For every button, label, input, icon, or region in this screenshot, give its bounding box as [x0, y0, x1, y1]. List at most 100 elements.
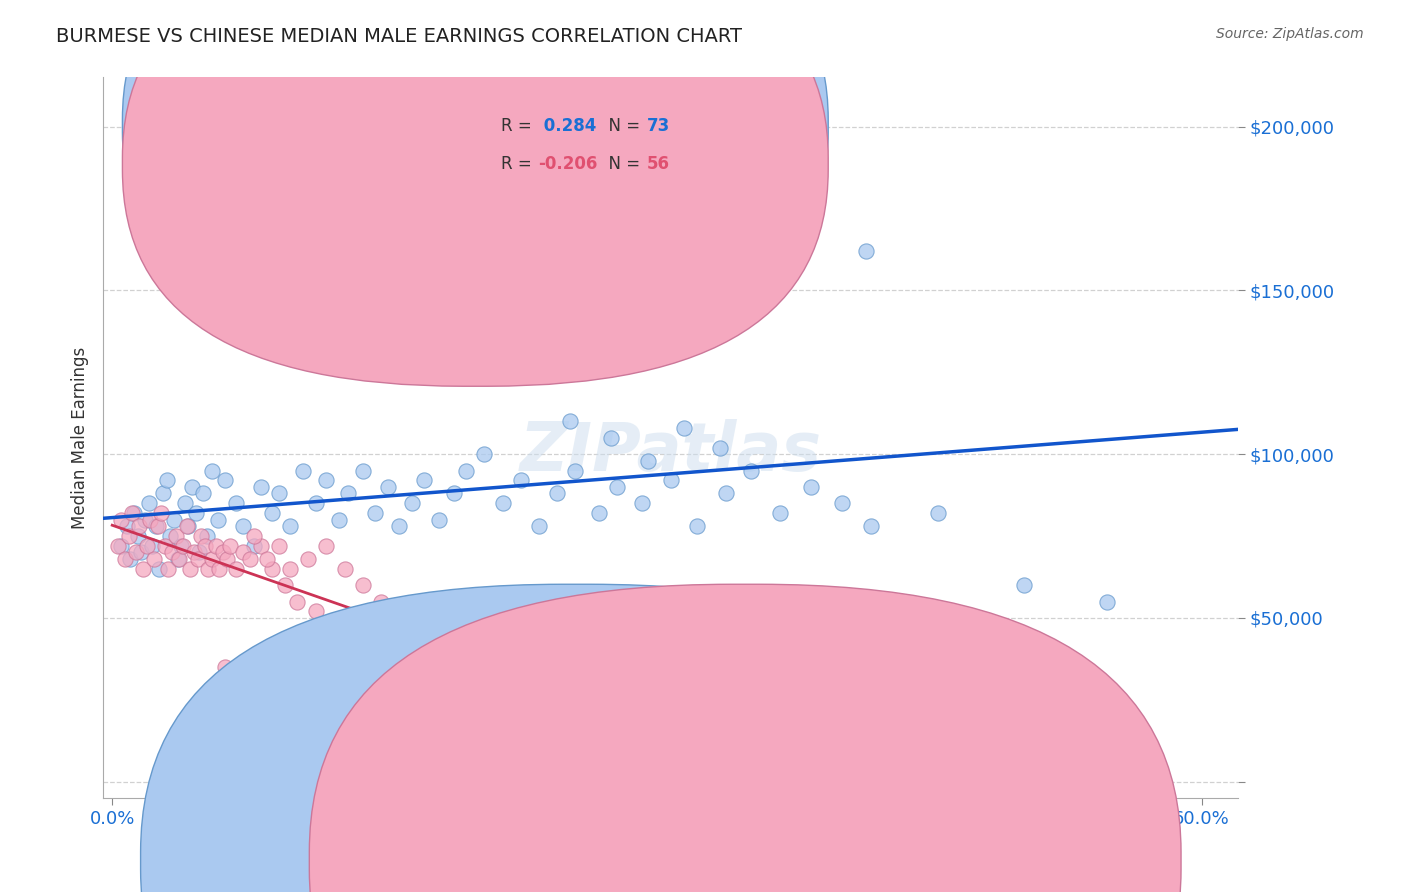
Point: [527, 519, 550, 533]
Point: [352, 464, 374, 478]
Point: [184, 506, 207, 520]
Point: [413, 474, 436, 488]
Text: R =: R =: [502, 154, 537, 173]
Point: [114, 552, 136, 566]
Point: [212, 545, 235, 559]
Point: [110, 513, 132, 527]
Point: [128, 519, 150, 533]
Point: [243, 529, 266, 543]
Point: [120, 552, 142, 566]
Point: [232, 545, 254, 559]
Point: [388, 519, 411, 533]
Point: [219, 539, 242, 553]
Point: [800, 480, 823, 494]
Point: [364, 506, 387, 520]
Point: [427, 513, 450, 527]
Point: [201, 552, 224, 566]
Point: [709, 441, 731, 455]
Point: [606, 480, 628, 494]
Y-axis label: Median Male Earnings: Median Male Earnings: [72, 347, 89, 529]
Point: [260, 562, 283, 576]
Point: [194, 539, 217, 553]
Point: [564, 464, 586, 478]
Point: [322, 617, 344, 632]
Point: [214, 474, 236, 488]
Point: [328, 513, 350, 527]
Text: 73: 73: [647, 117, 669, 135]
Point: [491, 496, 513, 510]
Point: [855, 244, 877, 258]
Point: [157, 562, 180, 576]
Point: [159, 529, 181, 543]
Point: [250, 480, 273, 494]
Point: [232, 519, 254, 533]
Point: [273, 637, 295, 651]
Point: [304, 496, 326, 510]
Point: [260, 506, 283, 520]
Point: [377, 480, 399, 494]
Point: [169, 552, 191, 566]
Point: [132, 562, 155, 576]
Point: [181, 480, 204, 494]
Point: [558, 414, 581, 428]
Point: [673, 421, 696, 435]
Point: [152, 486, 174, 500]
Point: [600, 431, 623, 445]
Point: [769, 506, 792, 520]
Text: BURMESE VS CHINESE MEDIAN MALE EARNINGS CORRELATION CHART: BURMESE VS CHINESE MEDIAN MALE EARNINGS …: [56, 27, 742, 45]
Point: [401, 496, 423, 510]
Point: [145, 519, 167, 533]
Point: [333, 562, 356, 576]
Text: Burmese: Burmese: [593, 852, 668, 870]
Point: [333, 676, 356, 690]
Point: [110, 539, 132, 553]
Point: [443, 486, 465, 500]
Point: [831, 496, 853, 510]
Point: [1095, 594, 1118, 608]
Point: [637, 454, 659, 468]
Point: [927, 506, 949, 520]
Point: [179, 562, 201, 576]
Point: [143, 552, 166, 566]
Point: [225, 562, 247, 576]
FancyBboxPatch shape: [443, 95, 755, 186]
Point: [150, 506, 173, 520]
Point: [225, 496, 247, 510]
Point: [352, 578, 374, 592]
Point: [156, 474, 179, 488]
Text: 0.284: 0.284: [537, 117, 596, 135]
Point: [637, 316, 659, 330]
Point: [551, 169, 574, 183]
Point: [197, 562, 219, 576]
Point: [129, 545, 152, 559]
Text: -0.206: -0.206: [537, 154, 598, 173]
Point: [138, 496, 160, 510]
Point: [148, 562, 170, 576]
Point: [860, 519, 883, 533]
Point: [315, 539, 337, 553]
Point: [631, 496, 654, 510]
Point: [166, 552, 188, 566]
Text: R =: R =: [502, 117, 537, 135]
Point: [122, 506, 145, 520]
Point: [509, 474, 531, 488]
Point: [370, 594, 392, 608]
Point: [134, 513, 156, 527]
Point: [740, 464, 762, 478]
Point: [661, 474, 683, 488]
Point: [291, 464, 314, 478]
Point: [588, 506, 610, 520]
Point: [425, 644, 447, 658]
Point: [256, 552, 278, 566]
Point: [751, 290, 773, 304]
Point: [191, 486, 214, 500]
Point: [269, 486, 291, 500]
Point: [278, 519, 301, 533]
Point: [208, 562, 231, 576]
Point: [115, 519, 138, 533]
Text: N =: N =: [598, 117, 645, 135]
FancyBboxPatch shape: [122, 0, 828, 386]
FancyBboxPatch shape: [122, 0, 828, 348]
Point: [117, 529, 139, 543]
Point: [273, 578, 295, 592]
